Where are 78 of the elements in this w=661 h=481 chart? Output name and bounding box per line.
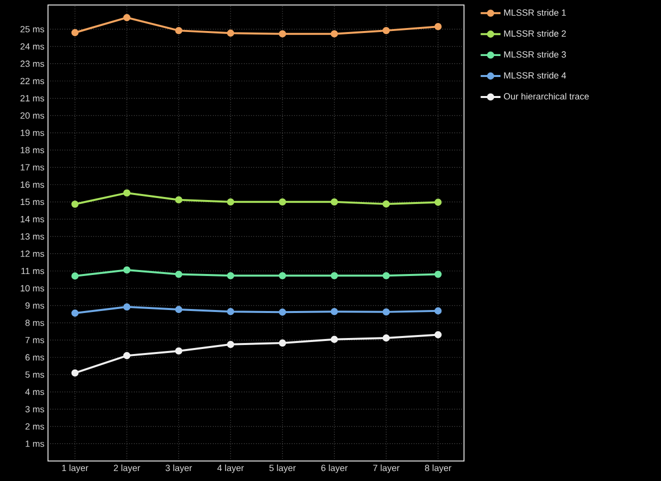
point (278, 198, 286, 206)
y-tick-label: 5 ms (25, 372, 44, 378)
y-tick-label: 6 ms (26, 354, 44, 361)
y-tick-label: 8 ms (25, 320, 44, 326)
x-tick-label: 1 layer (62, 464, 88, 473)
point (226, 30, 234, 37)
x-tick-label: 4 layer (217, 464, 244, 473)
point (434, 307, 442, 314)
point (226, 308, 234, 316)
y-tick-label: 1 ms (26, 440, 44, 447)
y-tick-label: 9 ms (25, 302, 44, 309)
point (434, 198, 442, 206)
point (278, 339, 286, 347)
point (71, 310, 79, 317)
y-tick-label: 7 ms (26, 336, 44, 344)
y-tick-label: 13 ms (20, 233, 44, 240)
point (330, 308, 338, 316)
point (434, 22, 442, 30)
y-tick-label: 2 ms (26, 423, 44, 430)
x-tick-label: 2 layer (114, 464, 140, 473)
point (278, 30, 286, 38)
point (226, 272, 234, 280)
point (71, 200, 79, 208)
point (382, 272, 390, 280)
point (71, 369, 79, 376)
point (226, 198, 234, 206)
y-tick-label: 12 ms (20, 250, 44, 257)
x-tick-label: 5 layer (269, 464, 296, 473)
y-tick-label: 23 ms (20, 60, 44, 67)
point (278, 308, 286, 316)
point (330, 336, 338, 343)
y-tick-label: 18 ms (20, 146, 44, 154)
point (330, 198, 338, 206)
legend-label: MLSSR stride 1 (504, 9, 566, 16)
y-tick-label: 15 ms (20, 198, 44, 206)
y-tick-label: 14 ms (20, 216, 44, 222)
point (175, 196, 182, 204)
y-tick-label: 20 ms (20, 112, 44, 119)
point (123, 14, 130, 22)
legend-label: Our hierarchical trace (504, 92, 589, 100)
point (226, 340, 234, 348)
y-tick-label: 22 ms (20, 78, 44, 84)
point (175, 26, 182, 34)
x-tick-label: 8 layer (425, 464, 452, 473)
point (434, 270, 442, 278)
point (434, 331, 442, 338)
legend-label: MLSSR stride 2 (504, 30, 566, 37)
point (175, 306, 182, 314)
point (175, 270, 182, 278)
point (382, 334, 390, 342)
point (123, 189, 130, 197)
point (382, 308, 390, 316)
point (71, 29, 79, 36)
x-tick-label: 3 layer (166, 464, 192, 473)
legend-label: MLSSR stride 3 (504, 51, 566, 58)
point (123, 266, 130, 274)
legend-label: MLSSR stride 4 (504, 72, 566, 79)
point (278, 272, 286, 280)
point (71, 272, 79, 280)
y-tick-label: 10 ms (20, 285, 44, 292)
point (123, 352, 130, 360)
point (123, 303, 130, 311)
point (330, 272, 338, 280)
x-tick-label: 7 layer (373, 464, 400, 473)
y-tick-label: 24 ms (20, 43, 44, 50)
y-tick-label: 25 ms (20, 26, 44, 32)
point (330, 30, 338, 38)
y-tick-label: 16 ms (20, 181, 44, 188)
x-tick-label: 6 layer (321, 464, 348, 473)
y-tick-label: 11 ms (21, 268, 44, 274)
y-tick-label: 4 ms (25, 388, 44, 396)
y-tick-label: 3 ms (25, 406, 44, 412)
point (382, 200, 390, 208)
point (382, 26, 390, 34)
y-tick-label: 19 ms (20, 130, 44, 136)
point (175, 347, 182, 355)
y-tick-label: 17 ms (20, 164, 44, 170)
y-tick-label: 21 ms (20, 95, 44, 102)
